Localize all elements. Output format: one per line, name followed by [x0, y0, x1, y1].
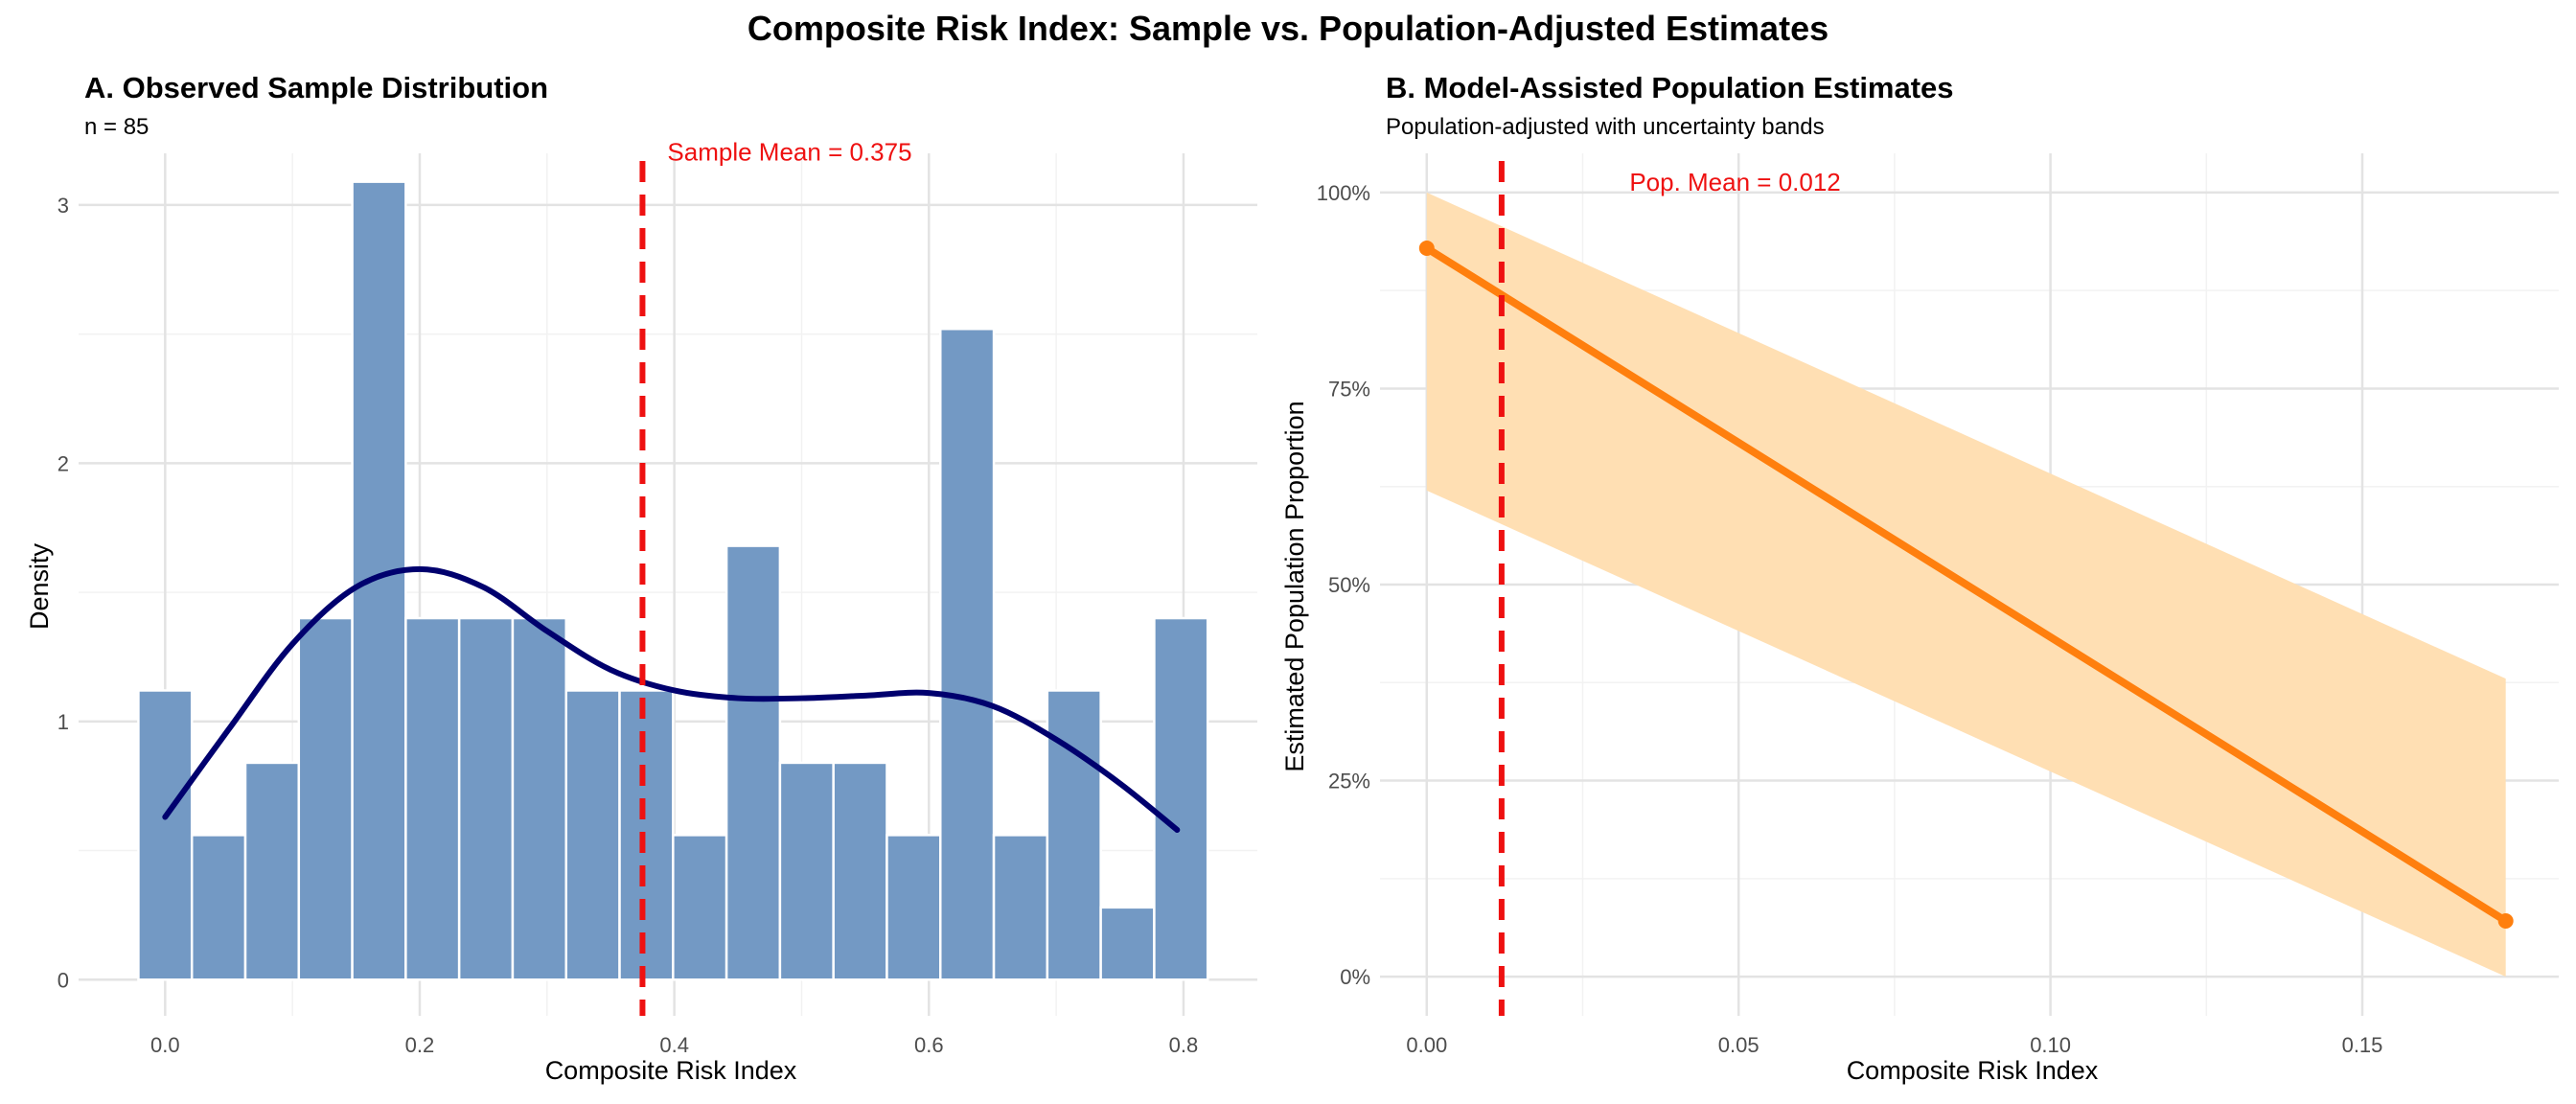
histogram-bar [672, 834, 728, 981]
panel-b-x-axis-label: Composite Risk Index [1847, 1056, 2099, 1085]
panel-b-x-tick-label: 0.15 [2342, 1033, 2383, 1057]
histogram-bar [564, 689, 621, 981]
histogram-bar [1153, 616, 1209, 981]
panel-a-x-tick-label: 0.8 [1169, 1033, 1199, 1057]
histogram-bar [457, 616, 515, 981]
pop-mean-label: Pop. Mean = 0.012 [1629, 168, 1840, 196]
histogram-bar [992, 834, 1049, 981]
estimate-point [1418, 241, 1435, 256]
panel-a-y-tick-label: 1 [58, 710, 69, 734]
histogram-bar [1099, 906, 1156, 981]
panel-b-x-tick-label: 0.00 [1406, 1033, 1447, 1057]
panel-a-ticks: 0.0 0.2 0.4 0.6 0.8 0 1 2 3 [58, 194, 1199, 1057]
histogram-bar [351, 180, 407, 981]
histogram-bar [137, 689, 194, 981]
panel-b-subtitle: Population-adjusted with uncertainty ban… [1386, 114, 1825, 140]
estimate-line [1422, 244, 2510, 925]
panel-a-x-axis-label: Composite Risk Index [545, 1056, 797, 1085]
histogram-bar [404, 616, 461, 981]
histogram-bar [618, 689, 675, 981]
panel-b-y-tick-label: 25% [1328, 770, 1370, 794]
density-curve-group [162, 565, 1181, 833]
histogram-bar [832, 761, 888, 981]
panel-b-y-axis-label: Estimated Population Proportion [1280, 401, 1309, 771]
histogram-bar [939, 327, 996, 981]
histogram-bar [190, 834, 247, 981]
panel-b-ticks: 0.00 0.05 0.10 0.15 0% 25% 50% 75% 100% [1317, 181, 2383, 1057]
histogram-bar [511, 616, 567, 981]
panel-b-y-tick-label: 0% [1340, 965, 1370, 989]
panel-a-x-tick-label: 0.2 [405, 1033, 435, 1057]
panel-a-x-tick-label: 0.6 [914, 1033, 944, 1057]
panel-b-title: B. Model-Assisted Population Estimates [1386, 71, 1954, 104]
histogram-bar [886, 834, 942, 981]
pop-mean-group: Pop. Mean = 0.012 [1498, 161, 1841, 1016]
panel-a-y-tick-label: 2 [58, 451, 69, 475]
panel-a-title: A. Observed Sample Distribution [84, 71, 548, 104]
main-title: Composite Risk Index: Sample vs. Populat… [748, 9, 1828, 48]
panel-a-x-tick-label: 0.0 [150, 1033, 180, 1057]
panel-a-y-tick-label: 0 [58, 968, 69, 992]
estimate-line-group [1418, 241, 2514, 929]
panel-b-y-tick-label: 75% [1328, 377, 1370, 401]
sample-mean-group: Sample Mean = 0.375 [639, 138, 912, 1016]
histogram-bars [137, 180, 1209, 981]
sample-mean-label: Sample Mean = 0.375 [667, 138, 911, 167]
panel-a-y-tick-label: 3 [58, 194, 69, 218]
panel-a-x-tick-label: 0.4 [659, 1033, 689, 1057]
panel-a-y-axis-label: Density [25, 542, 54, 630]
estimate-point [2497, 913, 2514, 929]
panel-b-y-tick-label: 100% [1317, 181, 1370, 205]
panel-b-x-tick-label: 0.10 [2030, 1033, 2071, 1057]
histogram-bar [778, 761, 835, 981]
panel-a: A. Observed Sample Distribution n = 85 S… [25, 71, 1257, 1085]
histogram-bar [1046, 689, 1102, 981]
density-curve [162, 565, 1181, 833]
panel-a-subtitle: n = 85 [84, 114, 149, 140]
panel-b: B. Model-Assisted Population Estimates P… [1280, 71, 2559, 1085]
panel-b-x-tick-label: 0.05 [1718, 1033, 1760, 1057]
histogram-bar [243, 761, 301, 981]
histogram-bar [297, 616, 354, 981]
histogram-bar [724, 544, 782, 981]
panel-b-y-tick-label: 50% [1328, 573, 1370, 597]
